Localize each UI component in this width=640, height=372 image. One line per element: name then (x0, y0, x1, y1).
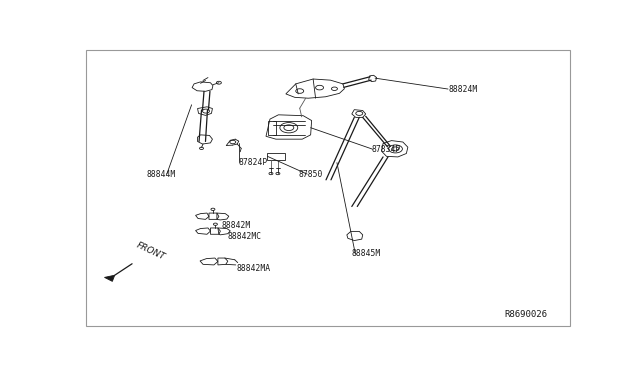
Bar (268, 153, 285, 160)
Text: 87850: 87850 (298, 170, 323, 179)
Text: 87834P: 87834P (372, 145, 401, 154)
Text: FRONT: FRONT (134, 240, 166, 262)
Bar (269, 121, 276, 135)
Text: 88842M: 88842M (221, 221, 251, 230)
Text: 88844M: 88844M (147, 170, 176, 179)
Text: 88845M: 88845M (352, 249, 381, 258)
Polygon shape (104, 275, 115, 281)
Text: R8690026: R8690026 (504, 310, 547, 319)
Text: 87824P: 87824P (239, 158, 268, 167)
Text: 88824M: 88824M (448, 84, 477, 93)
Text: 88842MC: 88842MC (228, 232, 262, 241)
Text: 88842MA: 88842MA (236, 264, 270, 273)
